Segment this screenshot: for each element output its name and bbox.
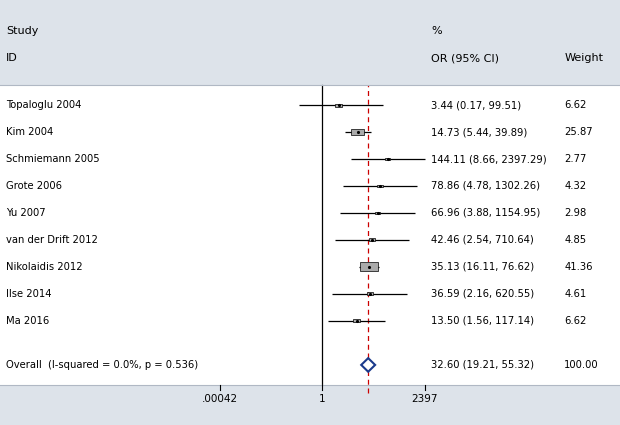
Text: 13.50 (1.56, 117.14): 13.50 (1.56, 117.14)	[431, 315, 534, 326]
Text: 4.32: 4.32	[564, 181, 587, 191]
Text: Schmiemann 2005: Schmiemann 2005	[6, 154, 100, 164]
Text: Overall  (I-squared = 0.0%, p = 0.536): Overall (I-squared = 0.0%, p = 0.536)	[6, 360, 198, 370]
Text: .00042: .00042	[202, 394, 238, 404]
Text: 2.77: 2.77	[564, 154, 587, 164]
Bar	[375, 212, 380, 214]
Text: 42.46 (2.54, 710.64): 42.46 (2.54, 710.64)	[431, 235, 534, 245]
Text: Ilse 2014: Ilse 2014	[6, 289, 51, 299]
Text: Weight: Weight	[564, 53, 603, 63]
Text: OR (95% CI): OR (95% CI)	[431, 53, 499, 63]
Text: van der Drift 2012: van der Drift 2012	[6, 235, 98, 245]
Text: 66.96 (3.88, 1154.95): 66.96 (3.88, 1154.95)	[431, 208, 540, 218]
Text: 25.87: 25.87	[564, 127, 593, 137]
Text: 6.62: 6.62	[564, 315, 587, 326]
Bar	[385, 158, 391, 160]
Text: 2397: 2397	[412, 394, 438, 404]
Text: 36.59 (2.16, 620.55): 36.59 (2.16, 620.55)	[431, 289, 534, 299]
Polygon shape	[361, 358, 375, 372]
Text: 3.44 (0.17, 99.51): 3.44 (0.17, 99.51)	[431, 100, 521, 110]
Text: 1: 1	[319, 394, 326, 404]
Bar	[353, 319, 360, 322]
Text: 100.00: 100.00	[564, 360, 599, 370]
Text: 41.36: 41.36	[564, 262, 593, 272]
Text: Nikolaidis 2012: Nikolaidis 2012	[6, 262, 83, 272]
Text: Topaloglu 2004: Topaloglu 2004	[6, 100, 82, 110]
Text: 32.60 (19.21, 55.32): 32.60 (19.21, 55.32)	[431, 360, 534, 370]
Text: Ma 2016: Ma 2016	[6, 315, 50, 326]
Text: %: %	[431, 26, 441, 36]
Text: 4.61: 4.61	[564, 289, 587, 299]
Text: Yu 2007: Yu 2007	[6, 208, 46, 218]
Text: 6.62: 6.62	[564, 100, 587, 110]
Bar	[367, 292, 373, 295]
Text: ID: ID	[6, 53, 18, 63]
Bar	[360, 262, 378, 271]
Text: 78.86 (4.78, 1302.26): 78.86 (4.78, 1302.26)	[431, 181, 540, 191]
Text: Grote 2006: Grote 2006	[6, 181, 62, 191]
Text: 4.85: 4.85	[564, 235, 587, 245]
Bar	[377, 184, 383, 187]
Text: 144.11 (8.66, 2397.29): 144.11 (8.66, 2397.29)	[431, 154, 546, 164]
Text: 2.98: 2.98	[564, 208, 587, 218]
Text: 14.73 (5.44, 39.89): 14.73 (5.44, 39.89)	[431, 127, 527, 137]
Bar	[0, 85, 620, 385]
Text: Study: Study	[6, 26, 38, 36]
Text: Kim 2004: Kim 2004	[6, 127, 53, 137]
Bar	[335, 104, 342, 107]
Text: 35.13 (16.11, 76.62): 35.13 (16.11, 76.62)	[431, 262, 534, 272]
Bar	[369, 238, 374, 241]
Bar	[351, 129, 365, 135]
